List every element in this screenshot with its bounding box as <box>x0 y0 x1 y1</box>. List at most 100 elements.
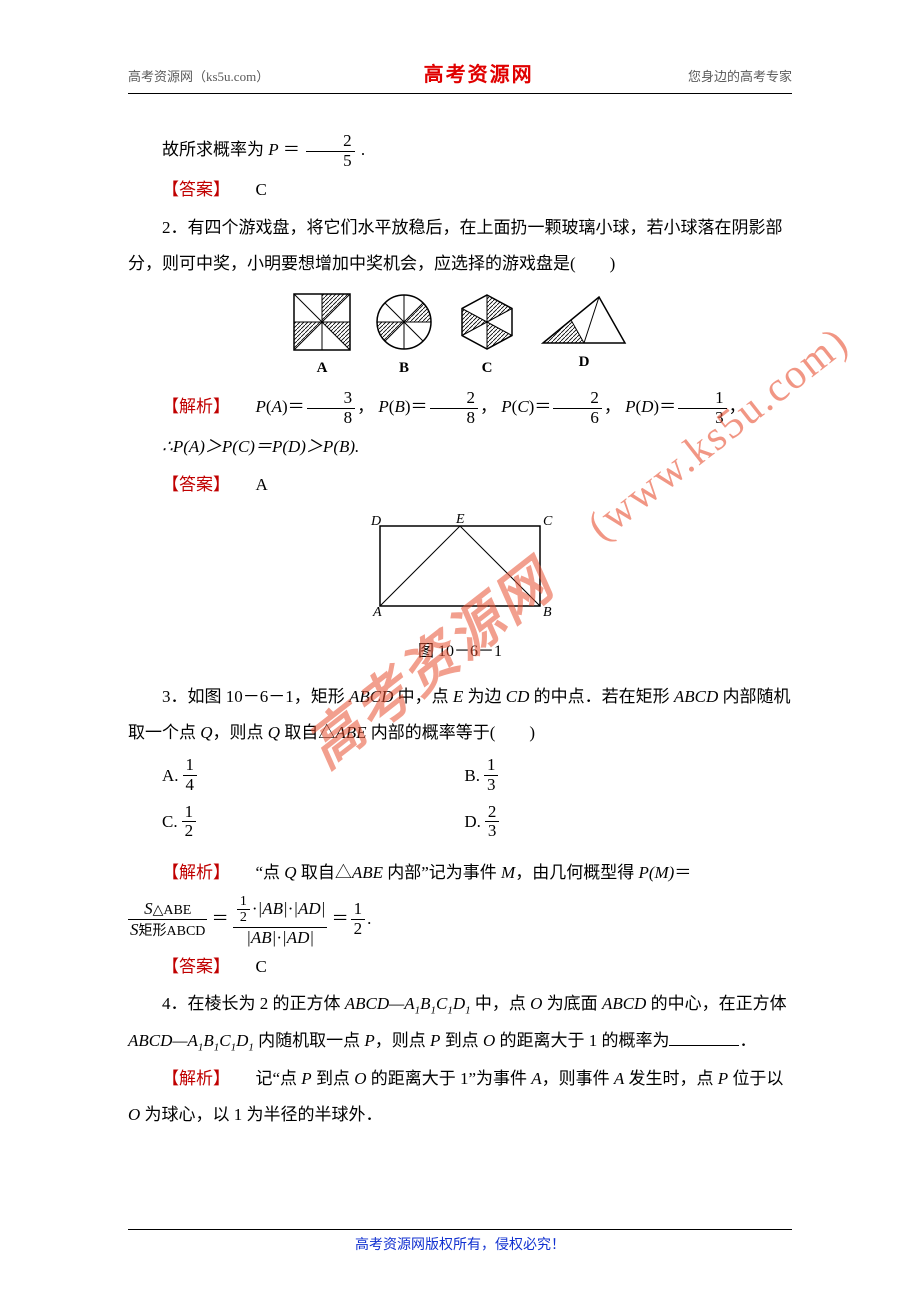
area-calc: 12·|AB|·|AD| |AB|·|AD| <box>233 893 327 947</box>
svg-text:C: C <box>543 514 553 529</box>
cube2: ABCD—A <box>128 1031 198 1050</box>
q3-solution: 【解析】 “点 Q 取自△ABE 内部”记为事件 M，由几何概型得 P(M)＝ <box>128 855 792 891</box>
hexagon-disc-icon <box>457 293 517 351</box>
game-disc-diagrams: A B <box>128 293 792 385</box>
abcd2: ABCD <box>674 687 718 706</box>
solution-label: 【解析】 <box>162 863 230 882</box>
d: 2 <box>182 822 197 841</box>
n: 1 <box>182 803 197 823</box>
answer-label: 【答案】 <box>162 957 230 976</box>
var-P: P <box>268 140 278 159</box>
AD: |AD| <box>293 899 325 918</box>
svg-text:D: D <box>370 514 381 529</box>
t: 3．如图 10－6－1，矩形 <box>162 687 349 706</box>
answer-value: C <box>256 957 267 976</box>
P2: P <box>718 1069 728 1088</box>
t: ，则点 <box>375 1031 430 1050</box>
pd-num: 1 <box>678 389 727 409</box>
eq: ＝ <box>283 140 300 159</box>
label-B: B <box>375 353 433 385</box>
t: 4．在棱长为 2 的正方体 <box>162 994 345 1013</box>
AB: |AB| <box>246 928 276 947</box>
option-D: D.23 <box>464 803 766 841</box>
diagram-D: D <box>541 293 627 385</box>
O: O <box>530 994 542 1013</box>
compare-text: ∴P(A)＞P(C)＝P(D)＞P(B). <box>162 437 359 456</box>
A: A <box>531 1069 541 1088</box>
ABE: ABE <box>352 863 383 882</box>
t: 为底面 <box>542 994 602 1013</box>
question-2: 2．有四个游戏盘，将它们水平放稳后，在上面扔一颗玻璃小球，若小球落在阴影部分，则… <box>128 210 792 281</box>
circle-disc-icon <box>375 293 433 351</box>
solution-label: 【解析】 <box>162 397 230 416</box>
B: B <box>203 1031 213 1050</box>
answer-3: 【答案】 C <box>128 949 792 985</box>
figure-caption: 图 10－6－1 <box>128 635 792 669</box>
sub-tri: △ABE <box>153 903 192 918</box>
rectangle-figure: A B C D E <box>128 511 792 634</box>
diagram-B: B <box>375 293 433 385</box>
answer-label: 【答案】 <box>162 180 230 199</box>
label-D: D <box>541 347 627 379</box>
label-C: C <box>457 353 517 385</box>
d: 3 <box>485 822 500 841</box>
q2-solution: 【解析】 P(A)＝38， P(B)＝28， P(C)＝26， P(D)＝13， <box>128 389 792 427</box>
n: 1 <box>183 756 198 776</box>
t: 发生时，点 <box>624 1069 718 1088</box>
n: 1 <box>484 756 499 776</box>
AB: |AB| <box>258 899 288 918</box>
Q2: Q <box>268 723 280 742</box>
t: 取自△ <box>280 723 335 742</box>
t: 为边 <box>463 687 506 706</box>
area-ratio: S△ABE S矩形ABCD <box>128 899 207 940</box>
page-footer: 高考资源网版权所有，侵权必究！ <box>128 1229 792 1254</box>
period: . <box>367 909 371 928</box>
square-disc-icon <box>293 293 351 351</box>
diagram-C: C <box>457 293 517 385</box>
PM: P(M) <box>638 863 674 882</box>
C: C <box>436 994 447 1013</box>
svg-text:B: B <box>543 605 552 620</box>
option-C: C.12 <box>162 803 464 841</box>
t: 中，点 <box>393 687 453 706</box>
E: E <box>453 687 463 706</box>
text: 故所求概率为 <box>162 140 268 159</box>
q2-compare: ∴P(A)＞P(C)＝P(D)＞P(B). <box>128 429 792 465</box>
pd-den: 3 <box>678 409 727 428</box>
option-B: B.13 <box>464 756 766 794</box>
answer-value: C <box>256 180 267 199</box>
t: 到点 <box>440 1031 483 1050</box>
option-A: A.14 <box>162 756 464 794</box>
answer-value: A <box>256 475 268 494</box>
t: 记“点 <box>256 1069 302 1088</box>
question-3: 3．如图 10－6－1，矩形 ABCD 中，点 E 为边 CD 的中点．若在矩形… <box>128 679 792 750</box>
Q: Q <box>200 723 212 742</box>
pc-den: 6 <box>553 409 602 428</box>
period: . <box>361 140 365 159</box>
question-4: 4．在棱长为 2 的正方体 ABCD—A1B1C1D1 中，点 O 为底面 AB… <box>128 986 792 1059</box>
period: ． <box>739 1031 756 1050</box>
t: 为球心，以 1 为半径的半球外． <box>140 1105 382 1124</box>
diagram-A: A <box>293 293 351 385</box>
t: 的中点．若在矩形 <box>529 687 674 706</box>
ABCD: ABCD <box>602 994 646 1013</box>
denominator: 5 <box>306 152 355 171</box>
q4-solution: 【解析】 记“点 P 到点 O 的距离大于 1”为事件 A，则事件 A 发生时，… <box>128 1061 792 1132</box>
numerator: 2 <box>306 132 355 152</box>
O2: O <box>483 1031 495 1050</box>
pa-num: 3 <box>307 389 356 409</box>
page-header: 高考资源网（ks5u.com） 高考资源网 您身边的高考专家 <box>128 58 792 94</box>
O: O <box>354 1069 366 1088</box>
n: 2 <box>485 803 500 823</box>
CD: CD <box>506 687 530 706</box>
header-center: 高考资源网 <box>424 58 534 87</box>
sub-rect: 矩形ABCD <box>139 924 206 939</box>
t: 的距离大于 1”为事件 <box>366 1069 531 1088</box>
label-A: A <box>293 353 351 385</box>
D: D <box>453 994 465 1013</box>
svg-text:A: A <box>372 605 382 620</box>
d: 2 <box>237 910 250 925</box>
Q: Q <box>284 863 296 882</box>
pc-num: 2 <box>553 389 602 409</box>
O2: O <box>128 1105 140 1124</box>
